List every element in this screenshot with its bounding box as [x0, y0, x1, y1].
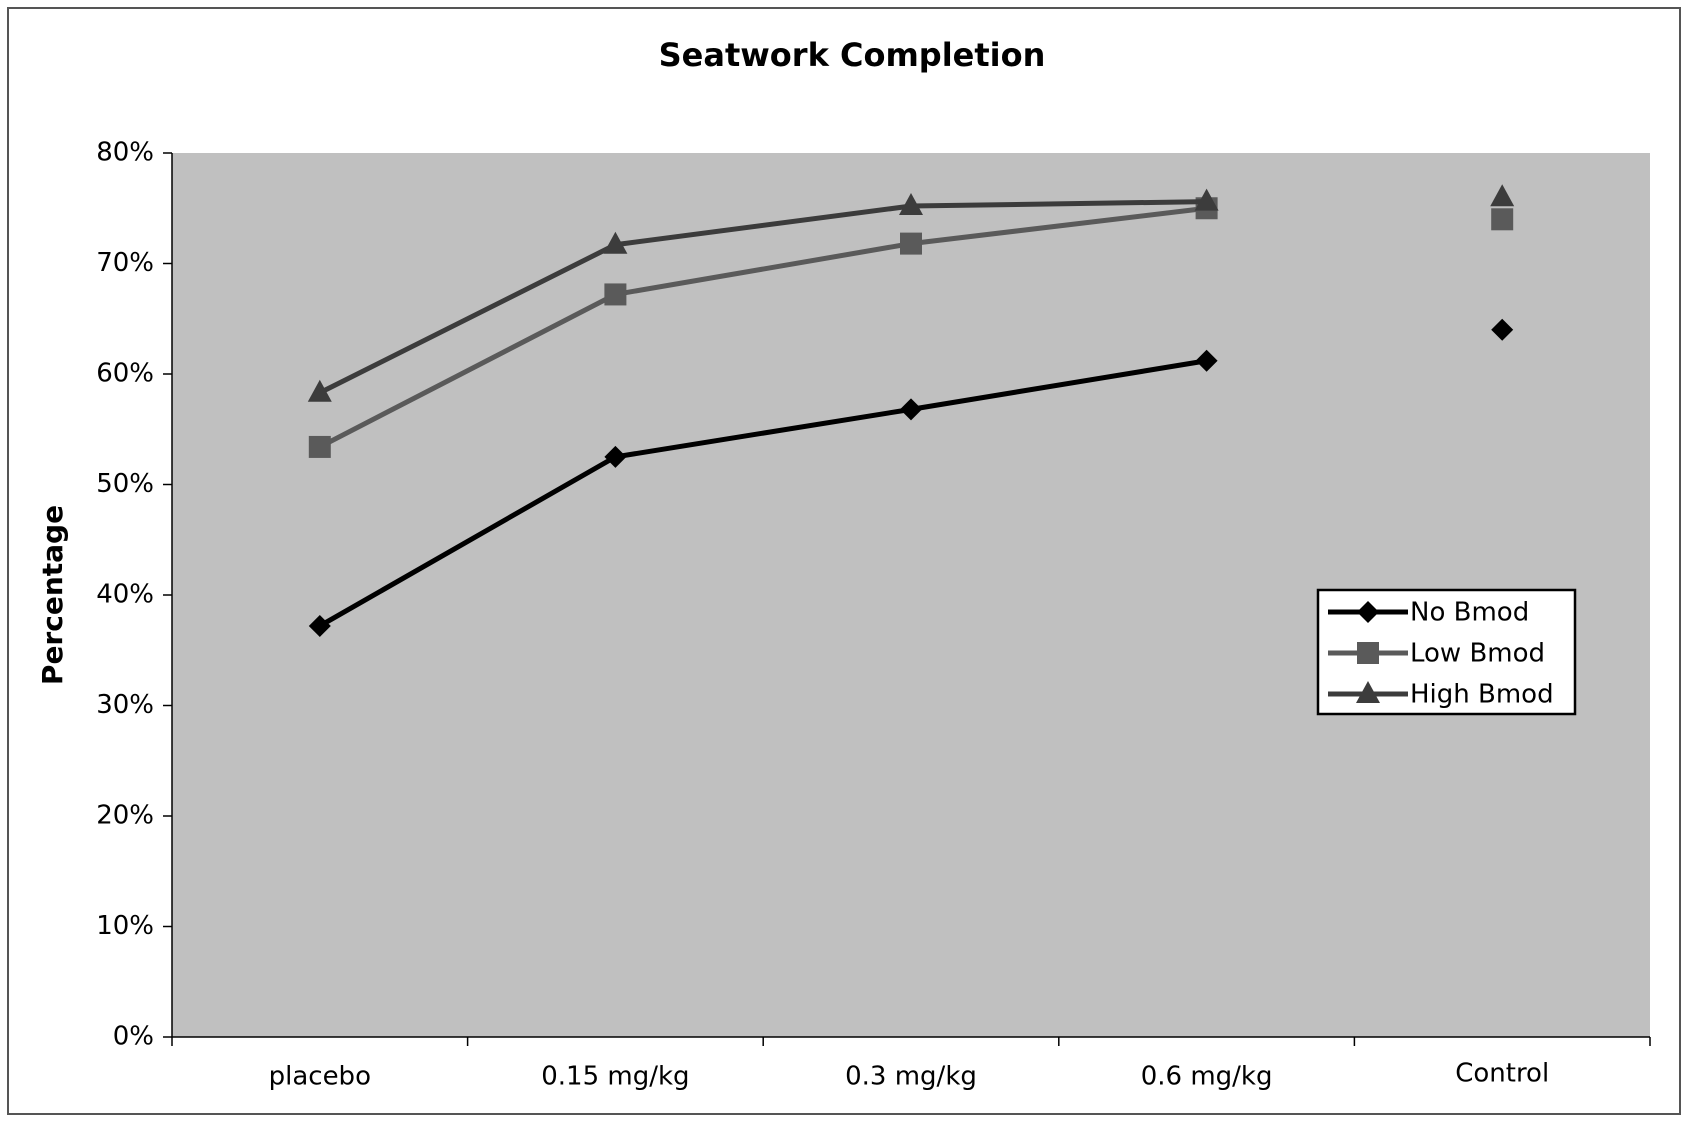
x-tick-label: 0.6 mg/kg	[1141, 1062, 1273, 1092]
y-tick-label: 10%	[96, 911, 154, 941]
x-tick-label: 0.15 mg/kg	[541, 1062, 689, 1092]
series-line	[318, 205, 1207, 450]
marker	[307, 379, 332, 402]
legend-label: Low Bmod	[1410, 639, 1545, 669]
marker	[1356, 681, 1380, 703]
marker	[1357, 601, 1379, 623]
x-tick-label: Control	[1455, 1059, 1549, 1089]
marker	[604, 283, 627, 306]
series-line	[318, 199, 1207, 396]
marker	[1491, 208, 1514, 231]
x-tick-label: placebo	[269, 1062, 371, 1092]
marker	[900, 232, 922, 255]
marker	[1491, 318, 1514, 341]
y-axis-title: Percentage	[36, 505, 69, 685]
y-tick-label: 20%	[96, 801, 154, 831]
y-tick-label: 30%	[96, 690, 154, 720]
marker	[1194, 188, 1219, 211]
marker	[899, 193, 923, 216]
marker	[308, 435, 331, 458]
y-tick-label: 40%	[96, 580, 154, 610]
y-tick-label: 50%	[96, 469, 154, 499]
legend-label: No Bmod	[1410, 598, 1529, 628]
marker	[604, 445, 627, 468]
marker	[900, 398, 922, 421]
y-tick-label: 80%	[96, 138, 154, 168]
marker	[308, 614, 331, 637]
series-line	[318, 358, 1208, 629]
marker	[1195, 349, 1218, 372]
y-tick-label: 0%	[113, 1022, 154, 1052]
y-tick-label: 70%	[96, 248, 154, 278]
marker	[603, 231, 628, 254]
legend-label: High Bmod	[1410, 680, 1554, 710]
x-tick-label: 0.3 mg/kg	[845, 1062, 977, 1092]
marker	[1357, 642, 1379, 664]
chart-title: Seatwork Completion	[659, 36, 1046, 74]
marker	[1490, 184, 1515, 207]
y-tick-label: 60%	[96, 359, 154, 389]
